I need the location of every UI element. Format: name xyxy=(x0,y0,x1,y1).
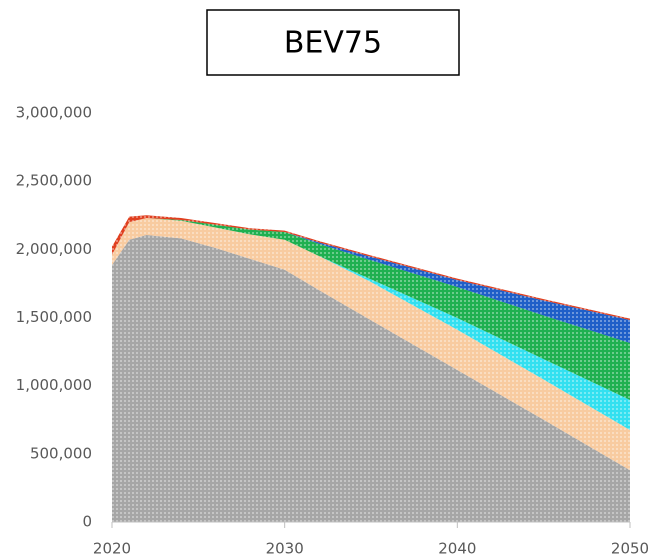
y-tick-label: 2,000,000 xyxy=(16,240,92,258)
area-texture xyxy=(112,235,630,523)
plot-area xyxy=(112,215,630,523)
x-tick-label: 2040 xyxy=(438,540,476,558)
y-tick-label: 2,500,000 xyxy=(16,172,92,190)
y-tick-label: 0 xyxy=(82,513,92,531)
y-tick-label: 1,500,000 xyxy=(16,308,92,326)
x-tick-label: 2050 xyxy=(611,540,649,558)
y-tick-label: 3,000,000 xyxy=(16,104,92,122)
chart-title: BEV75 xyxy=(284,26,382,61)
x-tick-label: 2020 xyxy=(93,540,131,558)
y-tick-label: 1,000,000 xyxy=(16,376,92,394)
title-box xyxy=(206,9,460,76)
y-tick-label: 500,000 xyxy=(30,444,92,462)
x-tick-label: 2030 xyxy=(266,540,304,558)
